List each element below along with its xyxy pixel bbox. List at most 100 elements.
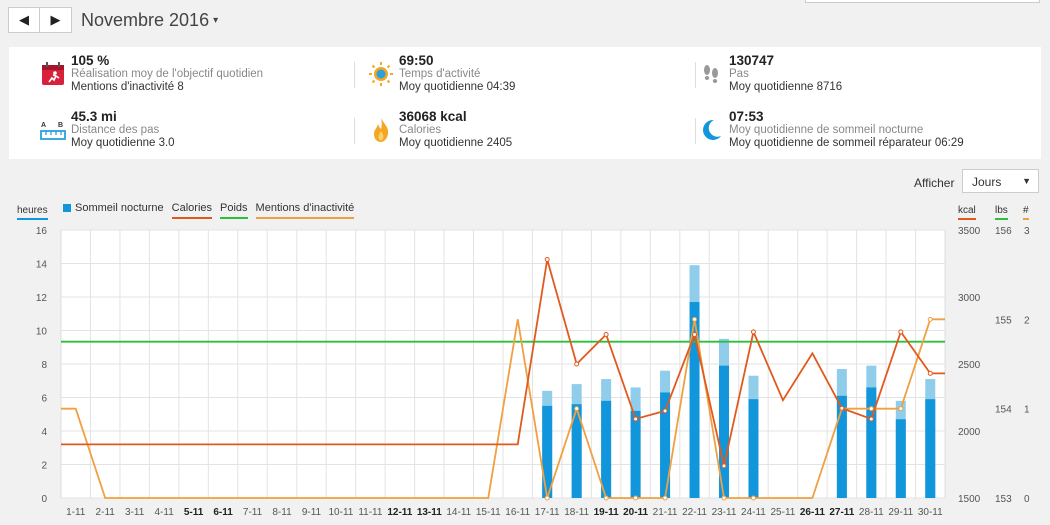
sleep-bar-total <box>601 379 612 498</box>
summary-panel: 105 % Réalisation moy de l'objectif quot… <box>9 47 1041 159</box>
lbs-axis-label: lbs <box>995 205 1008 220</box>
x-tick-label: 21-11 <box>653 507 678 518</box>
x-tick-label: 7-11 <box>243 507 263 518</box>
calories-line-point <box>603 332 609 338</box>
y-tick-label-heures: 4 <box>41 427 47 438</box>
legend-label: Sommeil nocturne <box>75 202 164 214</box>
x-tick-label: 1-11 <box>66 507 86 518</box>
count-axis-underline <box>1023 218 1029 220</box>
legend-item-poids[interactable]: Poids <box>220 202 248 219</box>
calories-line <box>61 259 945 467</box>
stat-sub: Moy quotidienne 3.0 <box>71 137 175 149</box>
x-tick-label: 6-11 <box>213 507 233 518</box>
left-axis-underline <box>17 218 48 220</box>
inactivity-line-point <box>544 495 550 501</box>
left-arrow-icon: ◀ <box>19 12 29 27</box>
inactivity-line-point <box>898 406 904 412</box>
x-tick-label: 11-11 <box>358 507 383 518</box>
stat-pas: 130747 Pas Moy quotidienne 8716 <box>697 54 842 94</box>
calories-line-point <box>927 370 933 376</box>
sleep-bar-total <box>719 338 729 498</box>
flame-icon <box>367 116 395 144</box>
legend-item-calories[interactable]: Calories <box>171 202 213 219</box>
stat-sub: Moy quotidienne de sommeil réparateur 06… <box>729 137 964 149</box>
y-tick-label-kcal: 3000 <box>958 293 981 304</box>
calories-line-point <box>662 408 668 414</box>
divider <box>695 118 696 144</box>
y-tick-label-heures: 8 <box>41 360 47 371</box>
svg-text:A: A <box>41 122 46 129</box>
stat-calories: 36068 kcal Calories Moy quotidienne 2405 <box>367 110 512 150</box>
inactivity-line-point <box>603 495 609 501</box>
stat-label: Temps d'activité <box>399 68 481 80</box>
inactivity-line-point <box>633 495 639 501</box>
previous-month-button[interactable]: ◀ <box>8 7 40 33</box>
divider <box>354 118 355 144</box>
legend-underline-calories <box>171 217 213 219</box>
month-navigation: ◀ ▶ Novembre 2016 ▾ <box>8 6 218 34</box>
sleep-bar-deep <box>719 365 729 498</box>
y-tick-label-count: 2 <box>1024 315 1030 326</box>
sleep-bar-deep <box>925 399 936 498</box>
x-tick-label: 20-11 <box>623 507 648 518</box>
sleep-bar-total <box>571 384 582 498</box>
legend-underline-poids <box>220 217 248 219</box>
moon-icon <box>697 116 725 144</box>
x-tick-label: 16-11 <box>505 507 530 518</box>
x-tick-label: 15-11 <box>476 507 501 518</box>
sleep-bar-deep <box>571 404 582 498</box>
sleep-bar-total <box>542 390 553 498</box>
x-tick-label: 3-11 <box>125 507 145 518</box>
stat-label: Pas <box>729 68 749 80</box>
divider <box>354 62 355 88</box>
sleep-bar-deep <box>630 410 641 498</box>
sleep-bar-total <box>836 369 847 498</box>
top-right-panel-edge <box>805 0 1040 3</box>
y-tick-label-heures: 16 <box>36 226 48 237</box>
x-tick-label: 29-11 <box>888 507 913 518</box>
calories-line-point <box>898 329 904 335</box>
month-dropdown[interactable]: Novembre 2016 ▾ <box>81 10 218 31</box>
period-select[interactable]: Jours ▼ <box>962 169 1039 193</box>
dropdown-arrow-icon: ▼ <box>1022 176 1031 186</box>
footprints-icon <box>697 60 725 88</box>
y-tick-label-kcal: 1500 <box>958 494 981 505</box>
stat-sub: Mentions d'inactivité 8 <box>71 81 184 93</box>
left-axis-label: heures <box>17 205 48 220</box>
legend-swatch-sommeil <box>63 204 71 212</box>
stat-sommeil: 07:53 Moy quotidienne de sommeil nocturn… <box>697 110 964 150</box>
x-tick-label: 30-11 <box>918 507 943 518</box>
calories-line-point <box>750 329 756 335</box>
inactivity-line-point <box>839 406 845 412</box>
legend-item-inactivite[interactable]: Mentions d'inactivité <box>255 202 355 219</box>
sleep-bar-total <box>895 400 906 498</box>
sleep-bar-total <box>660 370 671 498</box>
calories-line-point <box>721 463 727 469</box>
x-tick-label: 10-11 <box>329 507 354 518</box>
x-tick-label: 23-11 <box>712 507 737 518</box>
y-tick-label-lbs: 154 <box>995 405 1012 416</box>
chart-legend: Sommeil nocturne Calories Poids Mentions… <box>63 202 362 219</box>
divider <box>695 62 696 88</box>
y-tick-label-kcal: 3500 <box>958 226 981 237</box>
sleep-bar-total <box>866 365 877 498</box>
stat-value: 69:50 <box>399 53 434 68</box>
x-tick-label: 18-11 <box>564 507 589 518</box>
y-tick-label-heures: 12 <box>36 293 48 304</box>
count-axis-label: # <box>1023 205 1029 220</box>
x-tick-label: 2-11 <box>96 507 116 518</box>
inactivity-line-point <box>721 495 727 501</box>
y-tick-label-heures: 14 <box>36 260 48 271</box>
y-tick-label-lbs: 156 <box>995 226 1012 237</box>
sleep-bar-deep <box>689 302 700 498</box>
running-calendar-icon <box>39 60 67 88</box>
stat-objectif: 105 % Réalisation moy de l'objectif quot… <box>39 54 263 94</box>
inactivity-line-point <box>927 316 933 322</box>
y-tick-label-count: 0 <box>1024 494 1030 505</box>
sleep-bar-total <box>925 379 936 498</box>
sleep-bar-deep <box>895 419 906 498</box>
legend-item-sommeil[interactable]: Sommeil nocturne <box>63 202 164 219</box>
next-month-button[interactable]: ▶ <box>40 7 72 33</box>
legend-label: Poids <box>220 202 248 214</box>
